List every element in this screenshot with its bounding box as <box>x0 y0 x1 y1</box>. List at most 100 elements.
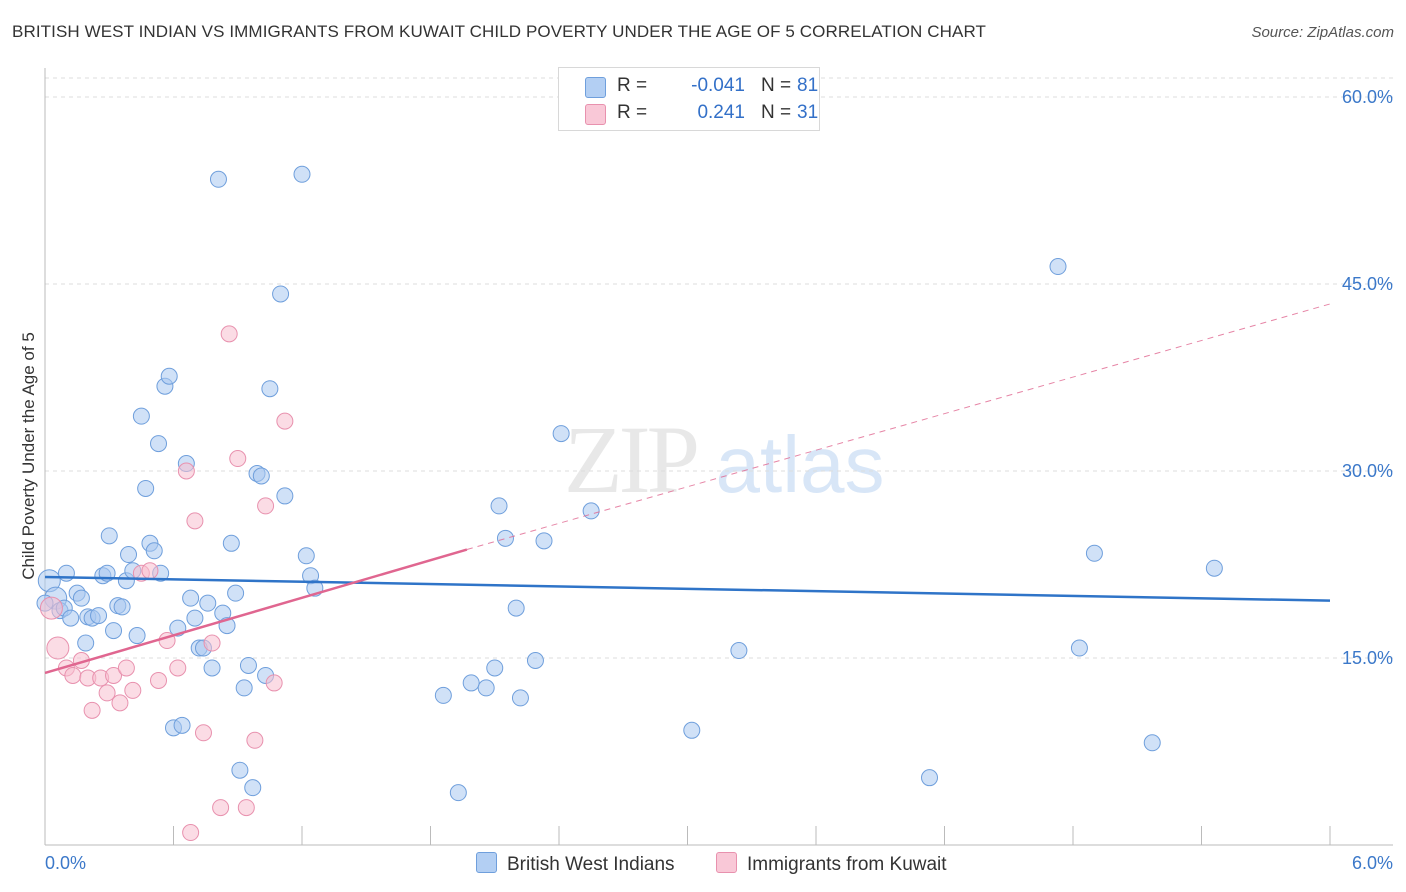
y-tick-label: 30.0% <box>1342 461 1393 481</box>
british-west-indians-point <box>730 642 748 660</box>
immigrants-from-kuwait-point <box>246 731 264 749</box>
british-west-indians-point <box>1070 639 1088 657</box>
legend-item-british-west-indians: British West Indians <box>476 852 675 876</box>
chart-title: BRITISH WEST INDIAN VS IMMIGRANTS FROM K… <box>12 22 987 41</box>
british-west-indians-point <box>490 497 508 515</box>
n-label: N = <box>761 102 792 123</box>
british-west-indians-point <box>244 779 262 797</box>
immigrants-from-kuwait-point <box>220 325 238 343</box>
british-west-indians-point <box>552 425 570 443</box>
watermark-zip: ZIP <box>564 406 697 513</box>
immigrants-from-kuwait-point <box>276 412 294 430</box>
british-west-indians-point <box>486 659 504 677</box>
immigrants-from-kuwait-point <box>237 799 255 817</box>
immigrants-from-kuwait-point <box>111 694 129 712</box>
blue-swatch <box>476 852 497 873</box>
british-west-indians-point <box>100 527 118 545</box>
correlation-legend: R = -0.041 N = 81 R = 0.241 N = 31 <box>558 67 820 131</box>
british-west-indians-point <box>496 529 514 547</box>
axis-labels: 15.0% 30.0% 45.0% 60.0% 0.0% 6.0% Child Povert… <box>19 87 1393 873</box>
british-west-indians-point <box>683 721 701 739</box>
british-west-indians-point <box>105 622 123 640</box>
british-west-indians-point <box>477 679 495 697</box>
pink-swatch <box>716 852 737 873</box>
n-label: N = <box>761 75 792 96</box>
trend-line-british-west-indians <box>44 575 1331 602</box>
trend-lines <box>44 303 1331 675</box>
y-tick-label: 60.0% <box>1342 87 1393 107</box>
british-west-indians-point <box>145 542 163 560</box>
immigrants-from-kuwait-point <box>83 701 101 719</box>
immigrants-from-kuwait-point <box>203 634 221 652</box>
y-tick-label: 45.0% <box>1342 274 1393 294</box>
british-west-indians-point <box>199 594 217 612</box>
british-west-indians-point <box>231 761 249 779</box>
british-west-indians-point <box>1205 559 1223 577</box>
blue-swatch <box>585 77 606 98</box>
british-west-indians-point <box>535 532 553 550</box>
british-west-indians-point <box>222 534 240 552</box>
immigrants-from-kuwait-point <box>46 636 70 660</box>
immigrants-from-kuwait-point <box>229 450 247 468</box>
british-west-indians-point <box>582 502 600 520</box>
british-west-indians-point <box>526 651 544 669</box>
british-west-indians-point <box>235 679 253 697</box>
british-west-indians-point <box>173 716 191 734</box>
x-tick-label-max: 6.0% <box>1352 853 1393 873</box>
british-west-indians-point <box>150 435 168 453</box>
british-west-indians-point <box>511 689 529 707</box>
immigrants-from-kuwait-point <box>177 462 195 480</box>
y-axis-title: Child Poverty Under the Age of 5 <box>19 332 38 580</box>
immigrants-from-kuwait-point <box>98 684 116 702</box>
british-west-indians-point <box>182 589 200 607</box>
r-value-pink: 0.241 <box>697 102 745 123</box>
immigrants-from-kuwait-point <box>64 666 82 684</box>
british-west-indians-point <box>261 380 279 398</box>
british-west-indians-point <box>113 598 131 616</box>
n-value-blue: 81 <box>797 75 819 96</box>
x-tick-label-min: 0.0% <box>45 853 86 873</box>
immigrants-from-kuwait-point <box>117 659 135 677</box>
source-label: Source: ZipAtlas.com <box>1251 24 1394 41</box>
immigrants-from-kuwait-point <box>194 724 212 742</box>
watermark-atlas: atlas <box>716 420 885 509</box>
british-west-indians-point <box>252 467 270 485</box>
immigrants-from-kuwait-point <box>212 799 230 817</box>
british-west-indians-point <box>90 607 108 625</box>
british-west-indians-point <box>186 609 204 627</box>
british-west-indians-point <box>120 546 138 564</box>
immigrants-from-kuwait-point <box>39 596 63 620</box>
series-immigrants-from-kuwait-points <box>39 325 294 842</box>
axes <box>44 68 1393 846</box>
legend-label-blue: British West Indians <box>507 854 675 875</box>
series-british-west-indians-points <box>36 165 1223 802</box>
r-label: R = <box>617 102 648 123</box>
british-west-indians-point <box>57 564 75 582</box>
immigrants-from-kuwait-point <box>105 666 123 684</box>
british-west-indians-point <box>72 589 90 607</box>
british-west-indians-point <box>276 487 294 505</box>
immigrants-from-kuwait-point <box>257 497 275 515</box>
british-west-indians-point <box>209 170 227 188</box>
y-tick-label: 15.0% <box>1342 648 1393 668</box>
british-west-indians-point <box>293 165 311 183</box>
british-west-indians-point <box>1143 734 1161 752</box>
immigrants-from-kuwait-point <box>186 512 204 530</box>
immigrants-from-kuwait-point <box>150 671 168 689</box>
british-west-indians-point <box>239 656 257 674</box>
british-west-indians-point <box>203 659 221 677</box>
british-west-indians-point <box>507 599 525 617</box>
gridlines <box>45 77 1393 659</box>
british-west-indians-point <box>462 674 480 692</box>
british-west-indians-point <box>77 634 95 652</box>
british-west-indians-point <box>1085 544 1103 562</box>
legend-item-immigrants-from-kuwait: Immigrants from Kuwait <box>716 852 947 876</box>
british-west-indians-point <box>132 407 150 425</box>
british-west-indians-point <box>227 584 245 602</box>
british-west-indians-point <box>272 285 290 303</box>
british-west-indians-point <box>62 609 80 627</box>
trend-line-immigrants-from-kuwait <box>44 548 468 675</box>
british-west-indians-point <box>297 547 315 565</box>
british-west-indians-point <box>449 784 467 802</box>
